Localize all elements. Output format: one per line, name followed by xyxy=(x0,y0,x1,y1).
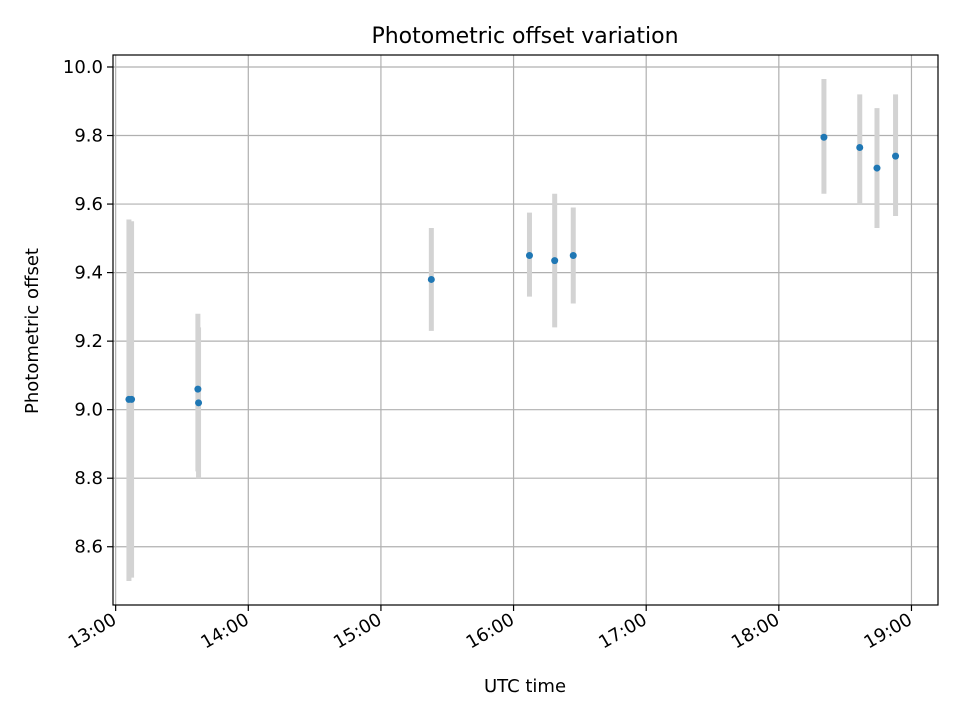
y-axis-ticks: 8.6 8.8 9.0 9.2 9.4 9.6 9.8 10.0 xyxy=(63,57,113,558)
error-bars xyxy=(126,78,899,582)
y-axis-label: Photometric offset xyxy=(22,248,43,414)
data-point xyxy=(820,133,828,141)
x-tick-label: 14:00 xyxy=(197,609,252,653)
data-point xyxy=(569,251,577,259)
y-tick-label: 9.2 xyxy=(74,331,103,352)
x-tick-label: 17:00 xyxy=(595,609,650,653)
x-tick-label: 18:00 xyxy=(728,609,783,653)
y-tick-label: 9.0 xyxy=(74,400,103,421)
data-point xyxy=(873,164,881,172)
x-axis-ticks: 13:00 14:00 15:00 16:00 17:00 18:00 19:00 xyxy=(65,605,916,653)
data-point xyxy=(194,385,202,393)
x-tick-label: 19:00 xyxy=(861,609,916,653)
y-tick-label: 9.6 xyxy=(74,194,103,215)
chart-title: Photometric offset variation xyxy=(371,24,678,49)
data-point xyxy=(195,399,203,407)
x-tick-label: 13:00 xyxy=(65,609,120,653)
data-point xyxy=(128,395,136,403)
y-tick-label: 10.0 xyxy=(63,57,103,78)
data-point xyxy=(892,152,900,160)
y-tick-label: 8.8 xyxy=(74,468,103,489)
y-tick-label: 9.8 xyxy=(74,126,103,147)
y-tick-label: 8.6 xyxy=(74,537,103,558)
x-tick-label: 15:00 xyxy=(330,609,385,653)
x-tick-label: 16:00 xyxy=(463,609,518,653)
data-point xyxy=(551,257,559,265)
grid-lines xyxy=(113,55,938,605)
y-tick-label: 9.4 xyxy=(74,263,103,284)
data-point xyxy=(525,251,533,259)
data-point xyxy=(427,275,435,283)
data-points xyxy=(125,133,900,407)
x-axis-label: UTC time xyxy=(484,676,566,697)
data-point xyxy=(856,144,864,152)
plot-frame xyxy=(112,54,939,606)
